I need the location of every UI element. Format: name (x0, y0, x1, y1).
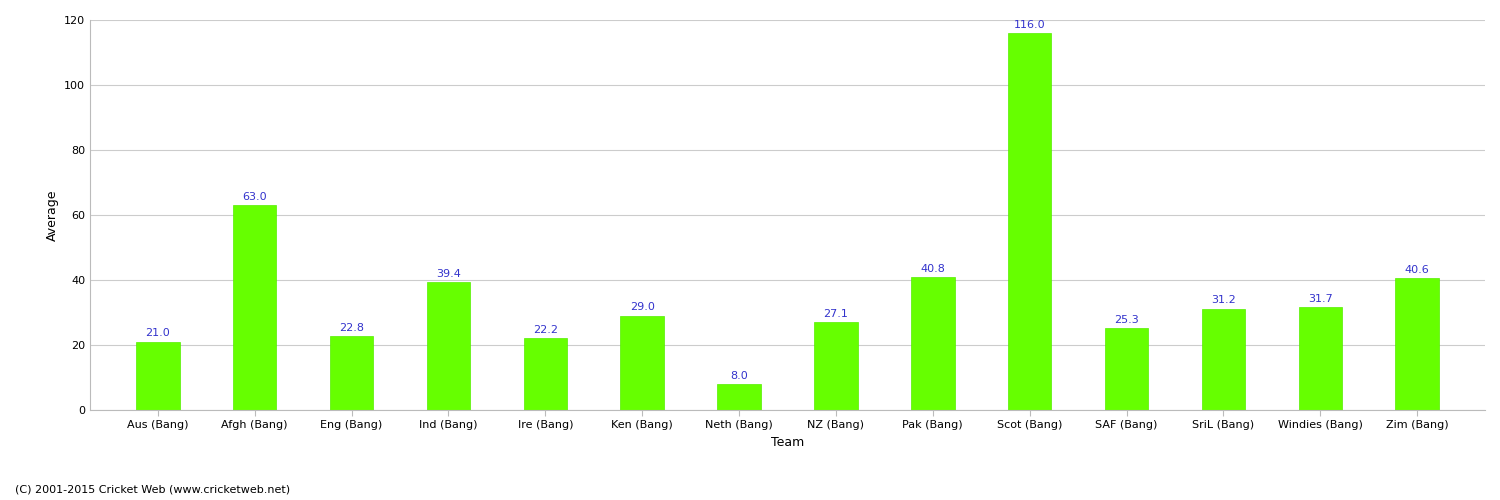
Text: 63.0: 63.0 (243, 192, 267, 202)
Text: 40.8: 40.8 (921, 264, 945, 274)
Bar (1008, 33, 1052, 410)
Bar (1202, 308, 1245, 410)
Bar (815, 322, 858, 410)
Text: 31.2: 31.2 (1210, 296, 1236, 306)
Text: 25.3: 25.3 (1114, 314, 1138, 324)
Text: 31.7: 31.7 (1308, 294, 1332, 304)
Bar (232, 205, 276, 410)
Text: (C) 2001-2015 Cricket Web (www.cricketweb.net): (C) 2001-2015 Cricket Web (www.cricketwe… (15, 485, 290, 495)
Bar (1395, 278, 1438, 410)
Text: 29.0: 29.0 (630, 302, 654, 312)
Bar (1299, 307, 1342, 410)
Bar (910, 278, 954, 410)
Text: 39.4: 39.4 (436, 268, 460, 278)
Bar (1106, 328, 1149, 410)
Text: 21.0: 21.0 (146, 328, 170, 338)
X-axis label: Team: Team (771, 436, 804, 449)
Bar (426, 282, 470, 410)
Text: 22.2: 22.2 (532, 324, 558, 334)
Bar (330, 336, 374, 410)
Bar (136, 342, 180, 410)
Bar (621, 316, 664, 410)
Text: 116.0: 116.0 (1014, 20, 1046, 30)
Bar (524, 338, 567, 410)
Text: 40.6: 40.6 (1406, 265, 1429, 275)
Text: 27.1: 27.1 (824, 308, 849, 318)
Text: 8.0: 8.0 (730, 371, 748, 381)
Text: 22.8: 22.8 (339, 322, 364, 332)
Y-axis label: Average: Average (45, 189, 58, 241)
Bar (717, 384, 760, 410)
